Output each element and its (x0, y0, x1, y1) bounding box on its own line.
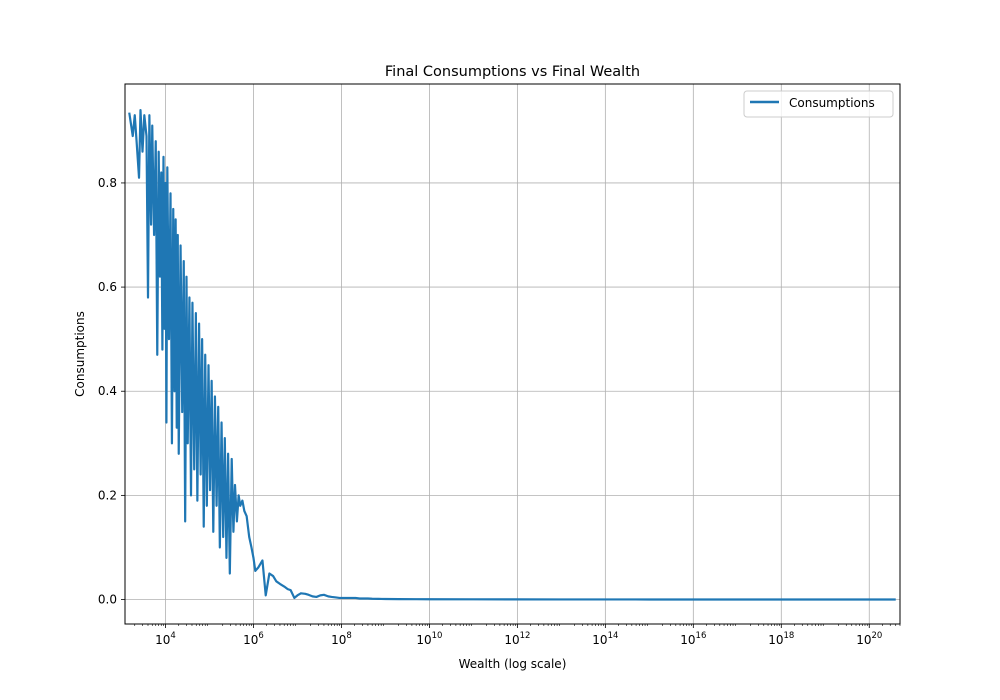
legend: Consumptions (743, 90, 894, 118)
y-tick-label: 0.2 (98, 488, 117, 502)
series-line-consumptions (128, 108, 896, 601)
y-tick-label: 0.0 (98, 593, 117, 607)
y-axis-title: Consumptions (73, 311, 87, 397)
plot-area (128, 108, 896, 601)
x-tick-label: 1012 (504, 631, 530, 647)
x-tick-label: 1020 (856, 631, 882, 647)
x-tick-label: 1014 (592, 631, 618, 647)
y-axis: 0.0 0.2 0.4 0.6 0.8 (98, 176, 125, 607)
y-tick-label: 0.6 (98, 280, 117, 294)
plot-frame (124, 83, 901, 625)
legend-label: Consumptions (789, 96, 875, 110)
x-tick-label: 1010 (416, 631, 442, 647)
x-tick-label: 106 (243, 631, 264, 647)
series-layer (128, 108, 896, 601)
x-tick-label: 104 (155, 631, 176, 647)
chart-title: Final Consumptions vs Final Wealth (385, 64, 640, 80)
legend-box (743, 90, 894, 118)
x-tick-label: 1018 (768, 631, 794, 647)
x-tick-label: 108 (331, 631, 352, 647)
y-tick-label: 0.8 (98, 176, 117, 190)
x-axis: 104 106 108 1010 1012 1014 1016 1018 1020 (134, 624, 901, 647)
y-tick-label: 0.4 (98, 384, 117, 398)
x-axis-title: Wealth (log scale) (459, 657, 567, 671)
x-tick-label: 1016 (680, 631, 706, 647)
